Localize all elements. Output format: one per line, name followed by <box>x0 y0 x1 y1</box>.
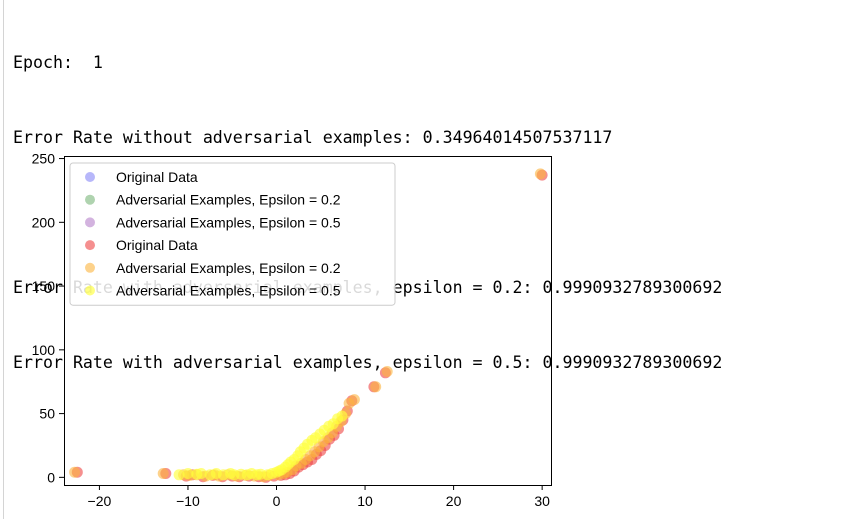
data-point <box>381 366 393 377</box>
y-tick-label: 250 <box>32 151 56 167</box>
y-tick-label: 100 <box>32 342 56 358</box>
cell-left-border <box>3 0 4 519</box>
x-tick-label: −10 <box>176 493 200 509</box>
legend-label: Adversarial Examples, Epsilon = 0.5 <box>116 214 341 230</box>
y-tick-label: 50 <box>39 406 55 422</box>
y-axis: 0 50 100 150 200 250 <box>32 151 64 485</box>
y-tick-label: 200 <box>32 214 56 230</box>
error-rate-eps05-line: Error Rate with adversarial examples, ep… <box>13 353 723 372</box>
x-tick-label: 0 <box>273 493 281 509</box>
legend-label: Original Data <box>116 169 198 185</box>
legend-label: Adversarial Examples, Epsilon = 0.5 <box>116 283 341 299</box>
legend-marker <box>85 240 95 251</box>
data-point <box>182 468 194 479</box>
plot-frame <box>64 156 552 486</box>
data-point <box>173 469 185 481</box>
legend-marker <box>85 194 95 205</box>
legend-label: Original Data <box>116 237 198 253</box>
legend-marker <box>85 262 95 273</box>
data-point <box>534 168 546 180</box>
legend-marker <box>85 285 95 296</box>
x-tick-label: 30 <box>534 493 550 509</box>
legend-marker <box>85 172 95 182</box>
points-layer <box>69 168 548 483</box>
legend-label: Adversarial Examples, Epsilon = 0.2 <box>116 260 341 276</box>
data-point <box>157 468 169 479</box>
legend-label: Adversarial Examples, Epsilon = 0.2 <box>116 192 341 208</box>
legend-marker <box>85 217 95 228</box>
y-tick-label: 0 <box>47 469 55 485</box>
x-tick-label: 20 <box>446 493 462 509</box>
error-rate-clean-line: Error Rate without adversarial examples:… <box>13 128 613 147</box>
data-point <box>348 394 360 406</box>
x-tick-label: −20 <box>88 493 112 509</box>
y-tick-label: 150 <box>32 278 56 294</box>
legend-box <box>69 162 396 306</box>
data-point <box>336 410 348 422</box>
x-axis: −20 −10 0 10 20 30 <box>88 485 550 509</box>
legend: Original Data Adversarial Examples, Epsil… <box>69 162 396 306</box>
data-point <box>69 466 81 478</box>
data-point <box>370 381 382 393</box>
epoch-line: Epoch: 1 <box>13 53 103 72</box>
data-point <box>195 468 207 479</box>
x-tick-label: 10 <box>357 493 373 509</box>
